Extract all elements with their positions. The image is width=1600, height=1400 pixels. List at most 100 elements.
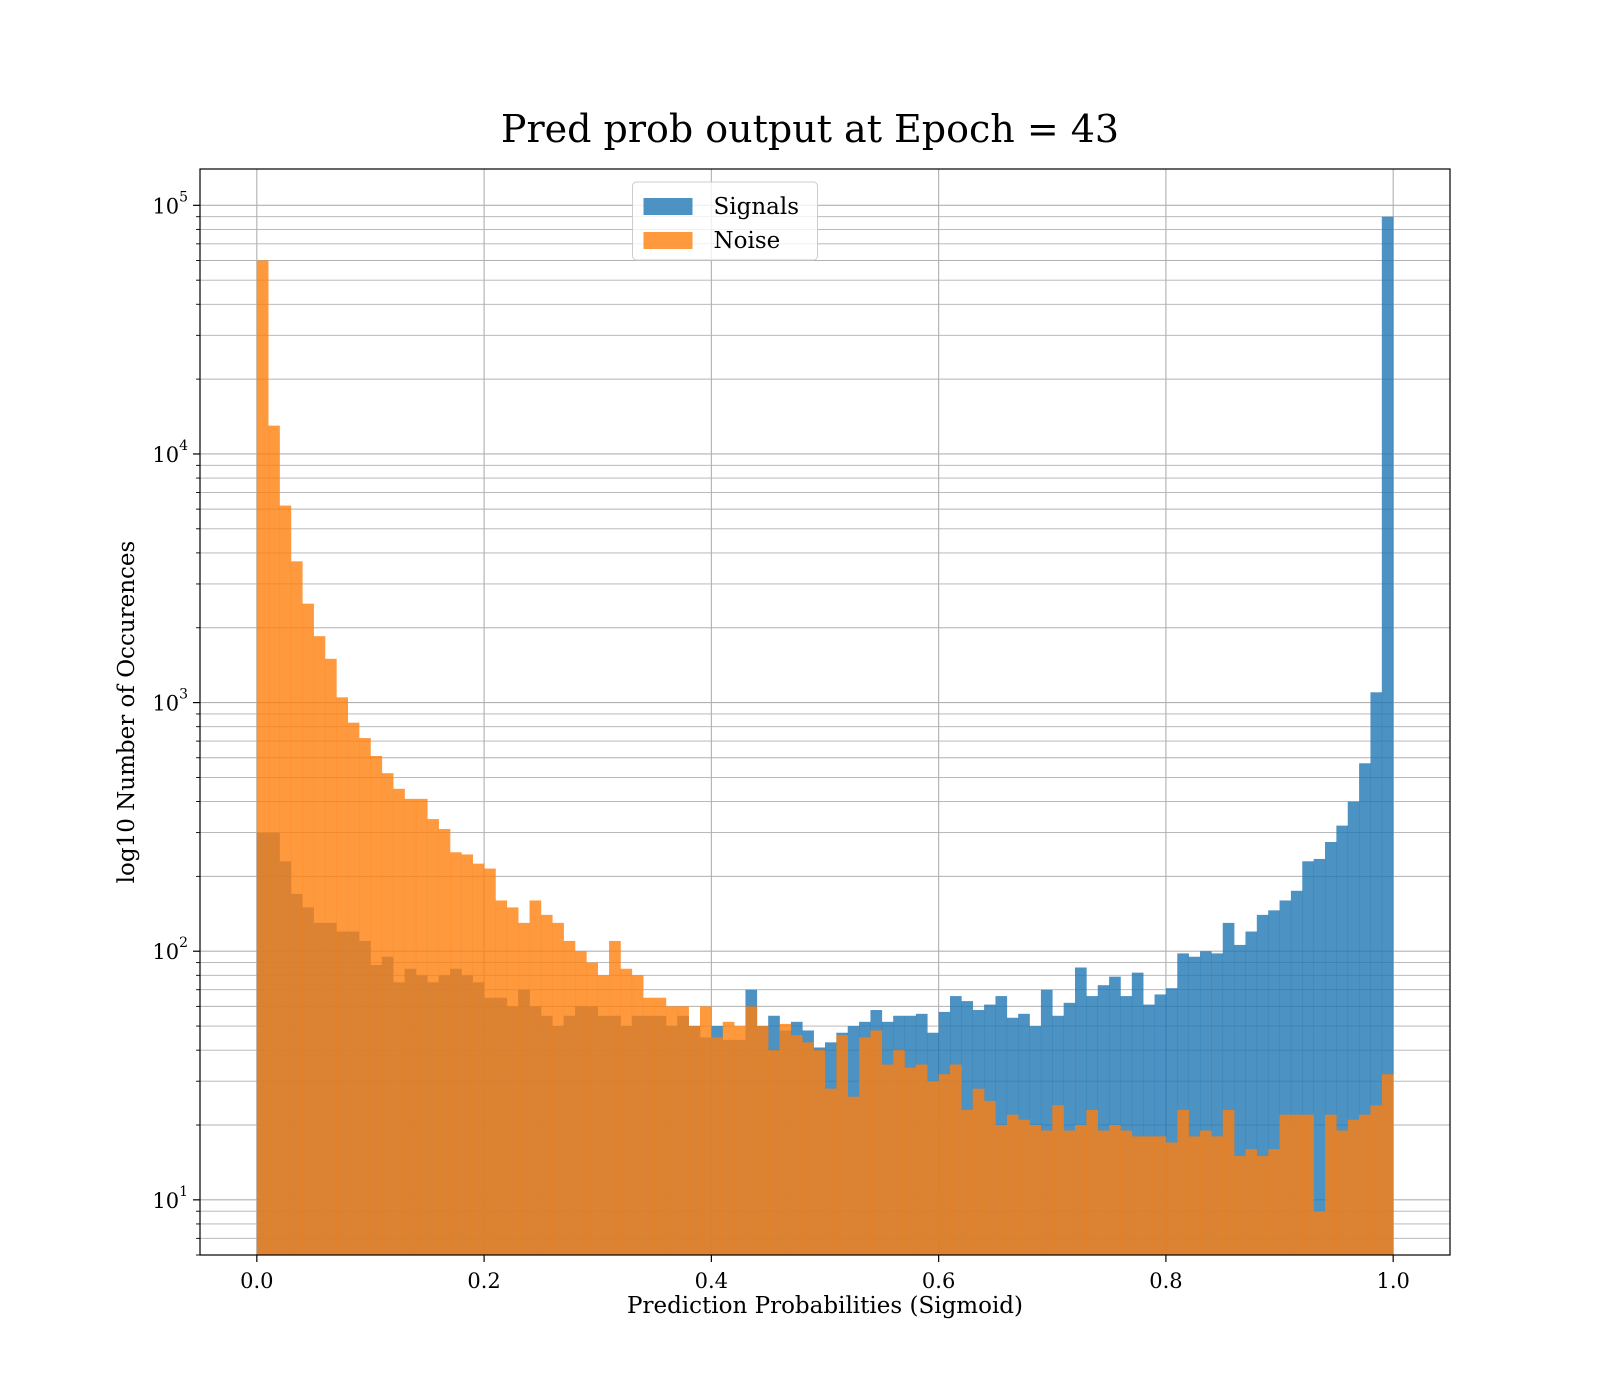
bar-signals-86 (1234, 944, 1246, 1255)
bar-signals-99 (1381, 216, 1394, 1256)
bar-signals-81 (1177, 953, 1189, 1255)
bar-noise-19 (472, 863, 485, 1255)
bar-noise-69 (1040, 1130, 1053, 1255)
bar-signals-95 (1336, 825, 1349, 1255)
bar-noise-5 (313, 636, 326, 1255)
bar-noise-28 (575, 951, 587, 1255)
bar-noise-52 (847, 1096, 860, 1255)
bar-noise-25 (540, 914, 553, 1255)
bar-noise-56 (893, 1050, 905, 1255)
bar-signals-77 (1131, 972, 1144, 1255)
legend-label-noise: Noise (714, 228, 781, 254)
bar-signals-88 (1256, 914, 1269, 1255)
bar-noise-31 (609, 940, 621, 1255)
bar-noise-26 (552, 922, 564, 1255)
bar-noise-42 (734, 1026, 746, 1255)
bar-noise-93 (1313, 1211, 1326, 1255)
bar-noise-8 (347, 722, 360, 1255)
bar-noise-74 (1097, 1130, 1110, 1255)
bar-signals-85 (1222, 922, 1235, 1255)
bar-noise-43 (745, 1006, 758, 1255)
x-tick-label: 0.2 (467, 1269, 500, 1293)
bar-noise-54 (870, 1030, 883, 1255)
bar-noise-88 (1256, 1156, 1269, 1255)
bar-noise-63 (972, 1088, 985, 1255)
bar-noise-16 (438, 829, 451, 1255)
bar-noise-86 (1234, 1156, 1246, 1255)
bar-signals-72 (1075, 967, 1087, 1255)
bar-signals-89 (1268, 910, 1280, 1255)
bar-signals-91 (1290, 890, 1303, 1255)
bar-noise-9 (359, 738, 371, 1255)
bar-noise-55 (881, 1064, 894, 1255)
bar-noise-30 (597, 975, 610, 1255)
bar-noise-97 (1359, 1114, 1371, 1255)
bar-noise-99 (1381, 1074, 1394, 1255)
legend-swatch-signals (643, 198, 693, 215)
bar-signals-71 (1063, 1002, 1076, 1255)
bar-noise-73 (1086, 1109, 1099, 1255)
bar-noise-59 (927, 1081, 939, 1255)
bar-noise-82 (1188, 1136, 1201, 1255)
bar-noise-17 (450, 852, 462, 1255)
legend-swatch-noise (643, 232, 693, 249)
x-tick-label: 0.4 (695, 1269, 728, 1293)
bar-signals-98 (1370, 692, 1383, 1255)
x-tick-label: 0.8 (1149, 1269, 1182, 1293)
bar-noise-94 (1325, 1114, 1337, 1255)
bar-signals-76 (1120, 996, 1133, 1255)
bar-noise-22 (506, 907, 519, 1255)
bar-noise-49 (813, 1050, 826, 1255)
bar-noise-35 (654, 997, 667, 1255)
bar-noise-10 (370, 755, 383, 1255)
bar-noise-77 (1131, 1136, 1144, 1255)
legend-label-signals: Signals (714, 194, 800, 220)
bar-noise-45 (768, 1050, 780, 1255)
legend: Signals Noise (632, 181, 818, 261)
bar-noise-32 (620, 968, 633, 1255)
bar-signals-93 (1313, 858, 1326, 1255)
bar-noise-44 (756, 1026, 769, 1255)
bar-signals-94 (1325, 841, 1337, 1255)
bar-signals-83 (1200, 951, 1212, 1255)
bar-noise-65 (995, 1124, 1008, 1255)
bar-noise-96 (1347, 1119, 1360, 1255)
bar-noise-23 (518, 922, 530, 1255)
bar-noise-34 (643, 997, 655, 1255)
bar-noise-48 (802, 1042, 814, 1255)
bar-signals-87 (1245, 931, 1258, 1255)
bar-signals-97 (1359, 763, 1371, 1255)
x-tick-label: 0.6 (922, 1269, 955, 1293)
bar-noise-39 (700, 1006, 712, 1255)
bar-noise-81 (1177, 1109, 1189, 1255)
bar-noise-37 (677, 1006, 689, 1255)
bar-noise-84 (1211, 1136, 1224, 1255)
bar-signals-84 (1211, 953, 1224, 1255)
plot-frame (199, 168, 1451, 1256)
bar-signals-79 (1154, 994, 1167, 1255)
bar-signals-80 (1165, 988, 1178, 1255)
x-axis-label: Prediction Probabilities (Sigmoid) (627, 1293, 1023, 1319)
bar-noise-29 (586, 962, 599, 1255)
bar-noise-90 (1279, 1114, 1292, 1255)
bar-noise-51 (836, 1035, 849, 1255)
bar-noise-71 (1063, 1130, 1076, 1255)
bar-signals-92 (1302, 861, 1314, 1255)
bar-noise-24 (529, 900, 542, 1255)
bar-noise-70 (1052, 1105, 1064, 1255)
bar-noise-62 (961, 1109, 974, 1255)
series-noise (256, 260, 1394, 1255)
bar-signals-78 (1143, 1004, 1155, 1255)
bar-noise-53 (859, 1037, 871, 1255)
bar-noise-92 (1302, 1114, 1314, 1255)
bar-noise-66 (1006, 1114, 1019, 1255)
chart-title: Pred prob output at Epoch = 43 (501, 107, 1119, 151)
bar-signals-69 (1040, 989, 1053, 1255)
bar-noise-95 (1336, 1130, 1349, 1255)
bar-noise-85 (1222, 1109, 1235, 1255)
bar-noise-21 (495, 900, 508, 1255)
bar-noise-27 (563, 940, 576, 1255)
bar-noise-38 (688, 1026, 701, 1255)
bar-noise-79 (1154, 1136, 1167, 1255)
